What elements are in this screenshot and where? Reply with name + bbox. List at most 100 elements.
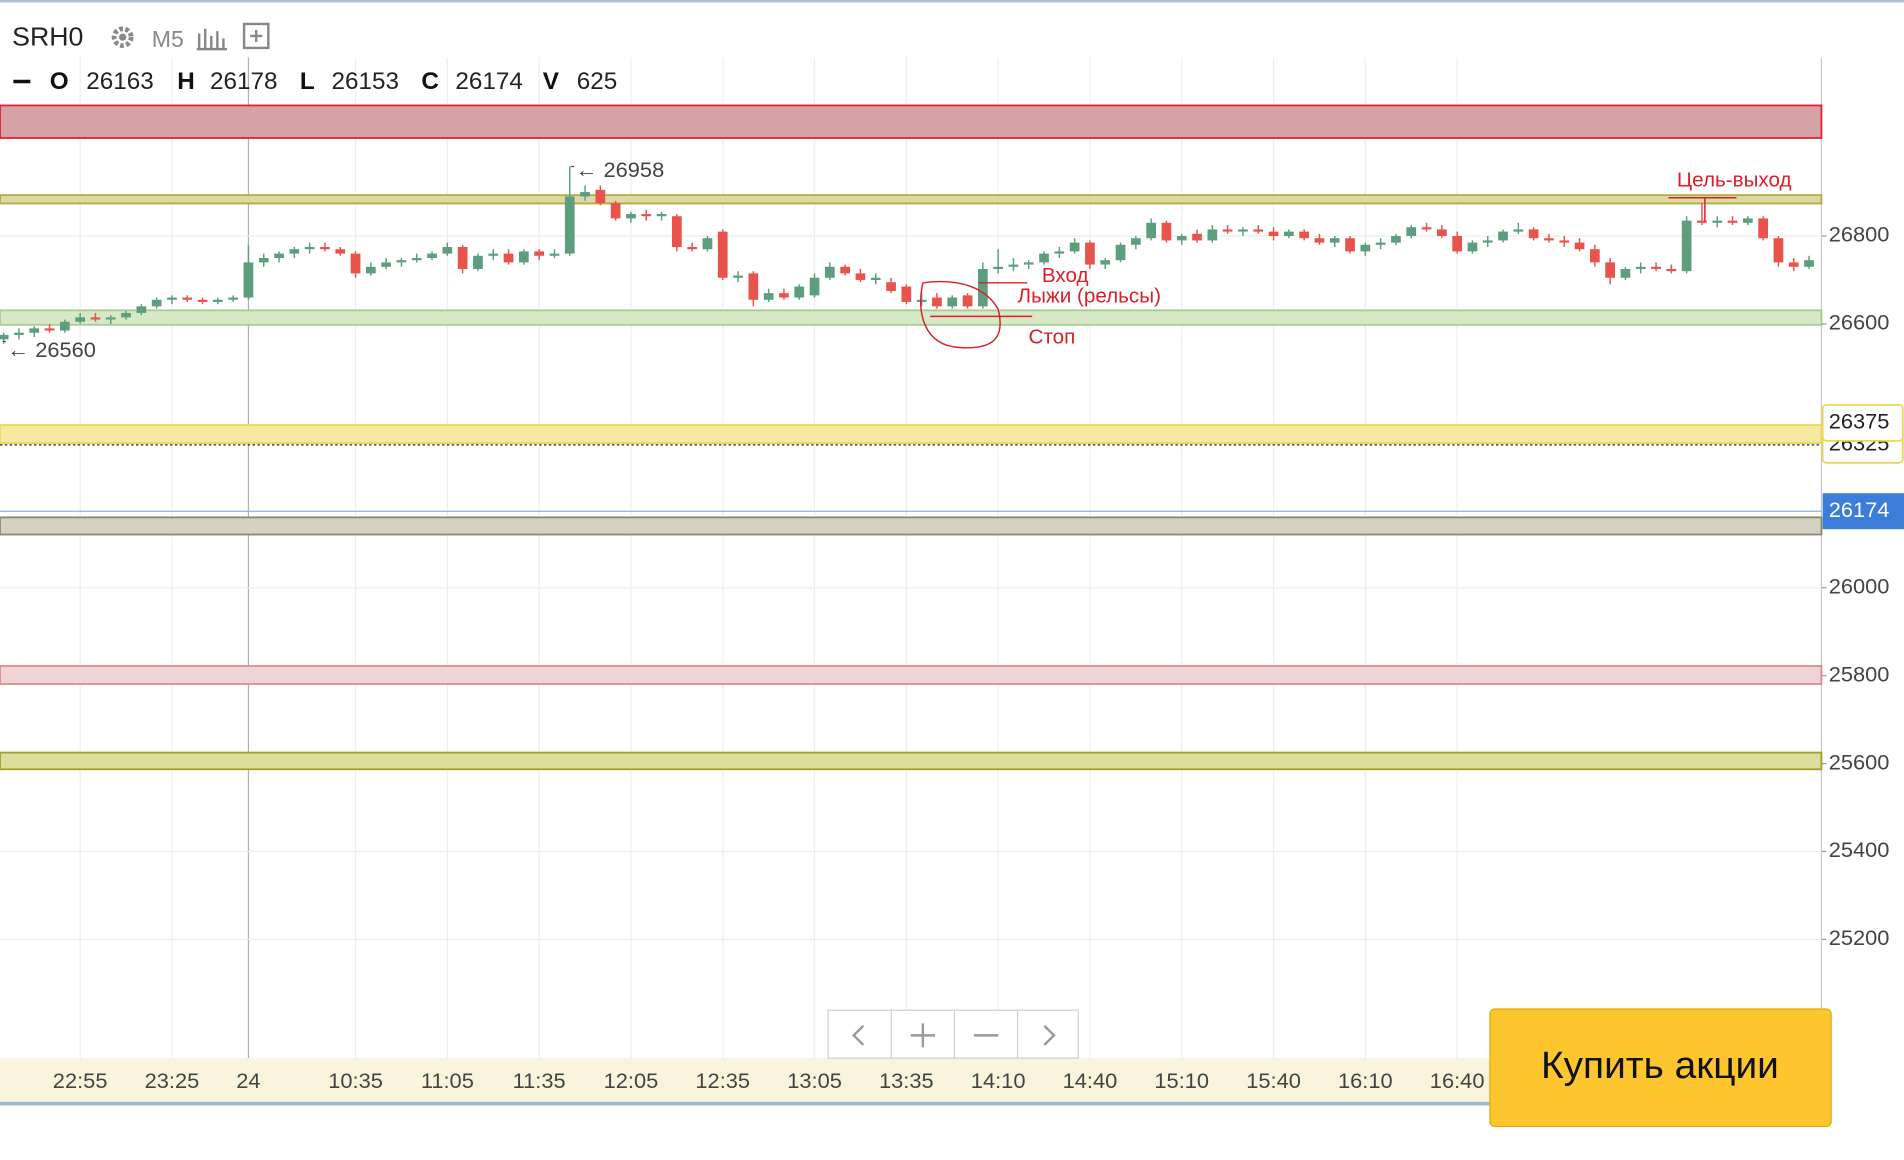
chart-type-icon[interactable] xyxy=(196,28,228,51)
candle-body xyxy=(1115,244,1126,261)
buy-button-label[interactable]: Купить акции xyxy=(1541,1044,1779,1087)
candle-body xyxy=(1329,238,1340,243)
candle-body xyxy=(1788,262,1799,267)
candle-body xyxy=(1085,242,1095,265)
candle-body xyxy=(14,332,24,335)
candle-body xyxy=(59,321,70,331)
candle-body xyxy=(320,247,330,250)
candle-body xyxy=(258,257,269,263)
candle-body xyxy=(1008,264,1019,267)
y-tick-label: 26000 xyxy=(1829,574,1890,599)
candle-body xyxy=(442,247,453,254)
candle-body xyxy=(1421,227,1432,230)
candle-body xyxy=(1681,220,1692,272)
zoom-in[interactable] xyxy=(910,1023,935,1048)
scroll-right[interactable] xyxy=(1043,1024,1056,1046)
candle-body xyxy=(1023,262,1034,265)
candle-body xyxy=(396,260,407,263)
candle-body xyxy=(1605,262,1615,278)
ohlc-label: L xyxy=(300,68,315,95)
scroll-left[interactable] xyxy=(851,1024,865,1046)
ohlc-value: 26163 xyxy=(86,68,153,95)
last-price-tag xyxy=(1822,493,1904,530)
candle-body xyxy=(1620,268,1631,278)
y-tick-label: 26800 xyxy=(1829,222,1890,247)
candle-body xyxy=(717,231,728,278)
buy-button[interactable]: Купить акции xyxy=(1489,1008,1832,1128)
candle-body xyxy=(75,317,85,322)
note: Лыжи (рельсы) xyxy=(1018,285,1161,308)
y-tick-label: 25200 xyxy=(1829,925,1890,950)
y-tick-label: 25600 xyxy=(1829,749,1890,774)
x-tick-label: 22:55 xyxy=(53,1068,108,1093)
candle-body xyxy=(427,253,437,258)
x-tick-label: 16:40 xyxy=(1430,1068,1485,1093)
candle-body xyxy=(1559,240,1570,243)
x-tick-label: 23:25 xyxy=(145,1068,200,1093)
candle-body xyxy=(901,286,912,302)
candle-body xyxy=(1742,218,1753,223)
candle-body xyxy=(779,293,789,298)
add-indicator-icon[interactable] xyxy=(242,22,270,50)
x-tick-label: 11:35 xyxy=(513,1068,566,1093)
candle-body xyxy=(151,299,162,307)
candle-body xyxy=(1544,238,1554,241)
candle-body xyxy=(534,251,544,256)
candle-body xyxy=(1069,242,1080,252)
ohlc-label: O xyxy=(50,68,69,95)
header-bg xyxy=(0,16,98,58)
candle-body xyxy=(197,299,208,302)
x-tick-label: 12:35 xyxy=(695,1068,750,1093)
candle-body xyxy=(1299,231,1309,239)
y-tick-label: 25800 xyxy=(1829,661,1890,686)
candle-body xyxy=(1146,222,1156,239)
candle-body xyxy=(1283,231,1294,237)
candle-body xyxy=(243,262,254,298)
level-band xyxy=(0,665,1823,685)
candle-body xyxy=(1360,244,1371,252)
ohlc-value: 26153 xyxy=(332,68,399,95)
candle-body xyxy=(564,196,575,254)
candle-body xyxy=(733,275,743,278)
candle-body xyxy=(350,253,361,274)
candle-body xyxy=(473,255,483,269)
hand-circle xyxy=(920,280,1001,349)
candle-body xyxy=(1498,231,1508,241)
candle-body xyxy=(794,286,805,298)
candle-body xyxy=(1345,238,1355,252)
note: Стоп xyxy=(1029,325,1076,348)
ohlc-label: V xyxy=(543,68,559,95)
candle-body xyxy=(121,312,131,318)
candle-body xyxy=(1314,238,1325,243)
candle-body xyxy=(656,214,667,217)
candle-body xyxy=(1513,229,1524,232)
settings-icon[interactable] xyxy=(111,26,134,48)
note: Цель-выход xyxy=(1677,168,1792,191)
candle-body xyxy=(1207,229,1218,241)
candle-body xyxy=(1635,266,1646,269)
candle-body xyxy=(1436,229,1447,237)
candle-body xyxy=(1589,249,1600,263)
candle-body xyxy=(1651,266,1661,269)
x-tick-label: 15:10 xyxy=(1154,1068,1209,1093)
candle-body xyxy=(1406,227,1417,237)
buy-button-bg[interactable] xyxy=(1489,1008,1832,1128)
level-band xyxy=(0,309,1823,326)
candle-body xyxy=(1574,242,1585,250)
candle-body xyxy=(1528,229,1539,239)
note: Вход xyxy=(1042,264,1089,287)
price-tag xyxy=(1821,403,1904,442)
price-tag-label: 26375 xyxy=(1829,409,1890,434)
timeframe[interactable]: M5 xyxy=(152,26,184,52)
candle-body xyxy=(381,262,391,267)
annotation: ← 26958 xyxy=(576,157,665,182)
level-band xyxy=(0,104,1823,139)
candle-body xyxy=(1161,222,1172,241)
candle-body xyxy=(1773,238,1784,263)
candle-body xyxy=(763,293,774,300)
candle-body xyxy=(947,297,958,307)
candle-body xyxy=(1452,236,1462,252)
candle-body xyxy=(44,328,55,331)
